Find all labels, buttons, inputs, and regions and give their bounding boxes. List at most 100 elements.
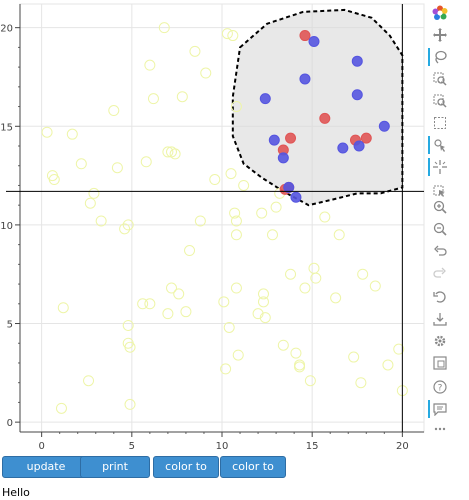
y-tick-label: 20: [0, 24, 13, 35]
update-color1-button[interactable]: update color1: [2, 456, 90, 493]
scatter-point: [333, 229, 345, 241]
scatter-point: [144, 59, 156, 71]
lasso-select-icon[interactable]: [428, 46, 452, 68]
scatter-point: [238, 179, 250, 191]
scatter-point: [225, 168, 237, 180]
scatter-point: [378, 120, 390, 132]
scatter-point: [84, 197, 96, 209]
reset-icon[interactable]: [428, 286, 452, 308]
scatter-point: [162, 146, 174, 158]
wheel-zoom-out-icon[interactable]: [428, 218, 452, 240]
scatter-point: [267, 229, 278, 241]
scatter-point: [294, 359, 306, 371]
scatter-point: [55, 402, 67, 414]
scatter-point: [259, 93, 271, 105]
fullscreen-icon[interactable]: [428, 352, 452, 374]
scatter-point: [232, 349, 244, 361]
scatter-point: [283, 181, 295, 193]
box-select-icon[interactable]: [428, 112, 452, 134]
scatter-point: [257, 288, 269, 300]
x-tick-label: 5: [129, 441, 135, 452]
scatter-point: [75, 158, 87, 170]
save-icon[interactable]: [428, 308, 452, 330]
scatter-point: [173, 288, 185, 300]
more-icon[interactable]: [428, 418, 452, 440]
scatter-point: [230, 215, 242, 227]
scatter-point: [166, 282, 177, 294]
x-tick-label: 20: [396, 441, 409, 452]
undo-icon[interactable]: [428, 240, 452, 262]
scatter-point: [393, 343, 405, 355]
scatter-point: [304, 375, 316, 387]
scatter-point: [144, 298, 156, 310]
tap-icon[interactable]: [428, 134, 452, 156]
scatter-point: [337, 142, 349, 154]
scatter-point: [290, 347, 302, 359]
svg-text:?: ?: [438, 384, 443, 394]
scatter-point: [122, 319, 134, 331]
scatter-point: [353, 140, 365, 152]
scatter-point: [158, 22, 170, 34]
scatter-point: [140, 156, 152, 168]
bokeh-logo-icon[interactable]: [428, 2, 452, 24]
color-to-2-button[interactable]: color to 2: [220, 456, 286, 493]
pan-icon[interactable]: [428, 24, 452, 46]
scatter-point: [285, 132, 297, 144]
scatter-point: [227, 30, 239, 42]
scatter-point: [95, 215, 107, 227]
settings-icon[interactable]: [428, 330, 452, 352]
scatter-point: [147, 93, 159, 105]
scatter-point: [111, 162, 123, 174]
scatter-point: [88, 187, 100, 199]
scatter-point: [200, 67, 212, 79]
scatter-point: [221, 28, 233, 40]
xy-zoom-icon[interactable]: [428, 90, 452, 112]
hover-icon[interactable]: [428, 180, 452, 202]
scatter-point: [277, 339, 289, 351]
scatter-point: [319, 112, 331, 124]
scatter-point: [108, 105, 120, 117]
scatter-point: [122, 219, 134, 231]
scatter-point: [348, 351, 360, 363]
scatter-point: [256, 207, 268, 219]
scatter-point: [230, 229, 242, 241]
scatter-point: [220, 363, 232, 375]
scatter-point: [351, 89, 363, 101]
scatter-point: [218, 296, 230, 308]
help-icon[interactable]: ?: [428, 376, 452, 398]
comment-icon[interactable]: [428, 398, 452, 420]
scatter-point: [330, 292, 342, 304]
scatter-point: [48, 174, 60, 186]
color-to-1-button[interactable]: color to 1: [153, 456, 219, 493]
redo-icon[interactable]: [428, 262, 452, 284]
scatter-point: [299, 282, 311, 294]
scatter-point: [41, 126, 53, 138]
zoom-in-icon[interactable]: [428, 68, 452, 90]
scatter-point: [268, 134, 280, 146]
scatter-point: [270, 201, 282, 213]
scatter-point: [83, 375, 95, 387]
plot-panel[interactable]: 0 5 10 15 20 0 5 10 15 20: [0, 0, 428, 452]
crosshair-icon[interactable]: [428, 156, 452, 178]
scatter-point: [124, 398, 136, 410]
y-tick-label: 5: [7, 320, 13, 331]
scatter-point: [360, 132, 372, 144]
print-color-button[interactable]: print color: [80, 456, 150, 493]
scatter-point: [319, 211, 331, 223]
scatter-point: [277, 152, 289, 164]
scatter-plot[interactable]: 0 5 10 15 20 0 5 10 15 20: [0, 0, 428, 452]
x-tick-label: 10: [216, 441, 229, 452]
x-tick-label: 15: [306, 441, 319, 452]
scatter-point: [382, 359, 394, 371]
scatter-point: [223, 321, 235, 333]
scatter-point: [357, 268, 369, 280]
scatter-point: [180, 306, 192, 318]
scatter-point: [369, 280, 381, 292]
scatter-point: [351, 55, 363, 67]
y-tick-label: 10: [0, 221, 13, 232]
scatter-point: [194, 215, 206, 227]
scatter-point: [229, 207, 241, 219]
scatter-point: [176, 91, 188, 103]
scatter-point: [184, 245, 196, 257]
wheel-zoom-in-icon[interactable]: [428, 196, 452, 218]
